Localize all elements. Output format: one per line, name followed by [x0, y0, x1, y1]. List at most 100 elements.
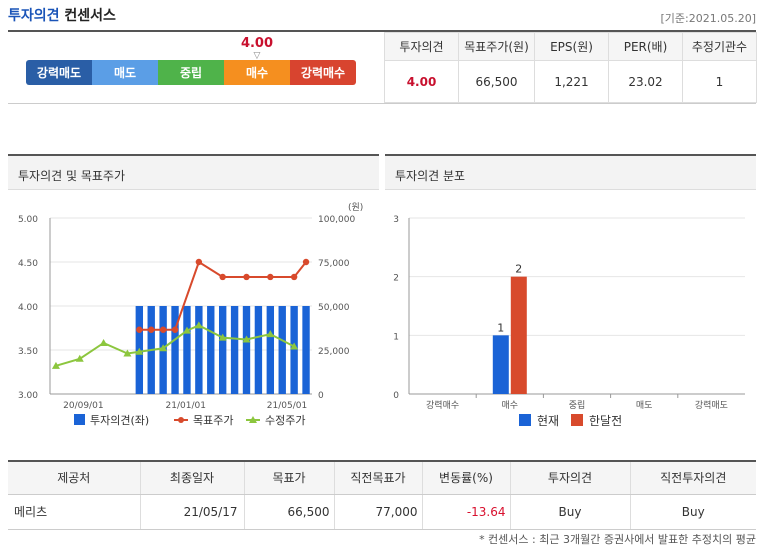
summary-value: 66,500	[458, 60, 535, 103]
legend-swatch	[571, 414, 583, 426]
summary-divider	[8, 103, 756, 104]
y-left-tick-label: 3.50	[18, 347, 38, 357]
right-panel-title: 투자의견 분포	[385, 154, 756, 190]
title-accent: 투자의견	[8, 8, 60, 24]
opinion-gauge: 강력매도 매도 중립 매수 강력매수	[26, 60, 356, 85]
price-point	[242, 335, 251, 343]
target-point	[136, 326, 143, 333]
target-point	[171, 326, 179, 333]
detail-header: 직전목표가	[334, 460, 423, 495]
opinion-bar	[171, 306, 179, 394]
footnote: * 컨센서스 : 최근 3개월간 증권사에서 발표한 추정치의 평균	[479, 533, 756, 546]
page-title: 투자의견 컨센서스	[8, 5, 116, 25]
left-panel: 투자의견 및 목표주가	[8, 154, 379, 190]
target-line	[139, 260, 307, 331]
legend-opinion-label: 투자의견(좌)	[90, 414, 149, 427]
summary-header: PER(배)	[608, 32, 683, 61]
x-tick-label: 매도	[636, 400, 653, 411]
summary-header: 투자의견	[384, 32, 459, 61]
gauge-segment-strong-buy: 강력매수	[290, 60, 356, 85]
gauge-segment-strong-sell: 강력매도	[26, 60, 92, 85]
price-point	[75, 354, 84, 362]
y-right-tick-label: 25,000	[318, 347, 350, 357]
target-point	[243, 273, 250, 281]
opinion-bar	[195, 306, 203, 394]
legend-swatch	[519, 414, 531, 426]
right-panel: 투자의견 분포	[385, 154, 756, 190]
opinion-bar	[278, 306, 286, 394]
price-point	[123, 349, 132, 357]
detail-cell-date: 21/05/17	[140, 494, 245, 530]
legend-label: 한달전	[589, 414, 622, 428]
distribution-bar	[492, 335, 509, 394]
legend-target-label: 목표주가	[193, 414, 233, 427]
summary-header: EPS(원)	[534, 32, 609, 61]
gauge-segment-neutral: 중립	[158, 60, 224, 85]
opinion-bar	[254, 306, 263, 394]
x-tick-label: 중립	[569, 400, 586, 411]
x-tick-label: 강력매수	[426, 399, 459, 411]
summary-value: 23.02	[608, 60, 683, 103]
detail-cell-target: 66,500	[244, 494, 335, 530]
summary-value-opinion: 4.00	[384, 60, 459, 103]
y-left-tick-label: 4.50	[18, 259, 38, 269]
price-point	[159, 344, 168, 352]
y-tick-label: 0	[393, 391, 399, 401]
target-point	[267, 273, 274, 281]
price-point	[99, 338, 108, 346]
legend-label: 현재	[537, 414, 559, 428]
gauge-segment-buy: 매수	[224, 60, 290, 85]
y-right-tick-label: 75,000	[318, 259, 350, 269]
legend-price-label: 수정주가	[265, 414, 305, 427]
target-point	[159, 326, 167, 333]
base-date: [기준:2021.05.20]	[660, 12, 756, 25]
detail-table: 제공처 최종일자 목표가 직전목표가 변동률(%) 투자의견 직전투자의견 메리…	[8, 460, 756, 530]
detail-header: 직전투자의견	[630, 460, 756, 495]
detail-header: 제공처	[8, 460, 141, 495]
price-point	[182, 326, 191, 334]
x-tick-label: 매수	[502, 400, 519, 411]
detail-header: 투자의견	[510, 460, 631, 495]
summary-value: 1	[682, 60, 757, 103]
distribution-bar	[510, 276, 527, 394]
y-right-tick-label: 50,000	[318, 303, 350, 313]
opinion-bar	[290, 306, 298, 394]
target-point	[290, 273, 298, 281]
opinion-bar	[230, 306, 239, 394]
summary-header-row: 투자의견 목표주가(원) EPS(원) PER(배) 추정기관수	[384, 32, 757, 61]
detail-cell-provider: 메리츠	[8, 494, 141, 530]
y-right-tick-label: 100,000	[318, 215, 355, 225]
opinion-target-chart: 5.00 4.50 4.00 3.50 3.00 100,000 75,000 50,000 2…	[18, 202, 363, 427]
y-tick-label: 1	[393, 332, 399, 342]
gauge-pointer-icon: ▽	[253, 51, 261, 61]
y-left-tick-label: 4.00	[18, 303, 38, 313]
y-right-tick-label: 0	[318, 391, 324, 401]
legend-target-marker	[178, 417, 184, 423]
opinion-bar	[302, 306, 310, 394]
target-point	[302, 258, 310, 266]
gauge-value: 4.00	[240, 36, 274, 51]
detail-header: 목표가	[244, 460, 335, 495]
opinion-bar	[183, 306, 191, 394]
summary-header: 목표주가(원)	[458, 32, 535, 61]
price-point	[135, 347, 144, 355]
legend-price-marker	[249, 416, 257, 423]
detail-header: 최종일자	[140, 460, 245, 495]
detail-cell-opinion: Buy	[510, 494, 631, 530]
y-left-tick-label: 5.00	[18, 215, 38, 225]
price-point	[194, 321, 203, 329]
detail-header-row: 제공처 최종일자 목표가 직전목표가 변동률(%) 투자의견 직전투자의견	[8, 460, 756, 495]
price-point	[51, 361, 60, 369]
detail-cell-prev-target: 77,000	[334, 494, 423, 530]
summary-value-row: 4.00 66,500 1,221 23.02 1	[384, 60, 757, 103]
target-point	[195, 258, 203, 266]
price-point	[218, 333, 227, 341]
detail-cell-change: -13.64	[422, 494, 511, 530]
left-panel-title: 투자의견 및 목표주가	[8, 154, 379, 190]
x-tick-label: 21/01/01	[166, 401, 206, 411]
price-line	[55, 324, 295, 367]
y-right-unit-label: (원)	[348, 202, 363, 213]
price-point	[290, 342, 299, 350]
price-point	[266, 330, 275, 338]
target-point	[148, 326, 155, 333]
